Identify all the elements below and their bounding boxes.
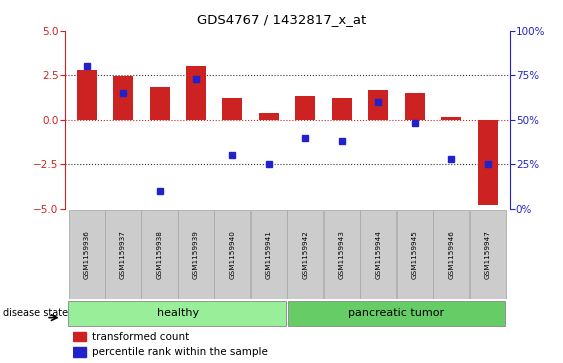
Bar xyxy=(477,120,498,205)
Bar xyxy=(405,93,425,120)
FancyBboxPatch shape xyxy=(288,301,505,326)
Text: GSM1159947: GSM1159947 xyxy=(485,230,490,278)
FancyBboxPatch shape xyxy=(360,209,396,298)
Text: percentile rank within the sample: percentile rank within the sample xyxy=(92,347,268,357)
FancyBboxPatch shape xyxy=(470,209,506,298)
Text: GSM1159936: GSM1159936 xyxy=(84,230,90,278)
Text: GDS4767 / 1432817_x_at: GDS4767 / 1432817_x_at xyxy=(197,13,366,26)
Text: GSM1159938: GSM1159938 xyxy=(157,230,163,278)
Bar xyxy=(441,117,461,120)
Text: transformed count: transformed count xyxy=(92,331,189,342)
Bar xyxy=(113,76,133,120)
FancyBboxPatch shape xyxy=(215,209,251,298)
Bar xyxy=(150,87,169,120)
Text: disease state: disease state xyxy=(3,308,68,318)
Text: GSM1159939: GSM1159939 xyxy=(193,230,199,278)
Text: GSM1159943: GSM1159943 xyxy=(339,230,345,278)
Bar xyxy=(186,66,206,120)
Bar xyxy=(73,347,86,357)
Bar xyxy=(259,113,279,120)
Text: GSM1159944: GSM1159944 xyxy=(376,230,381,278)
FancyBboxPatch shape xyxy=(397,209,433,298)
Text: GSM1159942: GSM1159942 xyxy=(302,230,309,278)
FancyBboxPatch shape xyxy=(324,209,360,298)
FancyBboxPatch shape xyxy=(178,209,214,298)
FancyBboxPatch shape xyxy=(68,301,287,326)
Bar xyxy=(77,70,97,120)
FancyBboxPatch shape xyxy=(433,209,469,298)
FancyBboxPatch shape xyxy=(105,209,141,298)
FancyBboxPatch shape xyxy=(69,209,105,298)
Bar xyxy=(73,332,86,342)
Bar xyxy=(222,98,243,120)
FancyBboxPatch shape xyxy=(287,209,323,298)
Bar xyxy=(368,90,388,120)
FancyBboxPatch shape xyxy=(251,209,287,298)
Bar xyxy=(332,98,352,120)
Text: GSM1159940: GSM1159940 xyxy=(230,230,235,278)
Bar xyxy=(296,96,315,120)
Text: pancreatic tumor: pancreatic tumor xyxy=(348,308,445,318)
Text: healthy: healthy xyxy=(157,308,199,318)
Text: GSM1159941: GSM1159941 xyxy=(266,230,272,278)
Text: GSM1159937: GSM1159937 xyxy=(120,230,126,278)
FancyBboxPatch shape xyxy=(141,209,177,298)
Text: GSM1159945: GSM1159945 xyxy=(412,230,418,278)
Text: GSM1159946: GSM1159946 xyxy=(448,230,454,278)
